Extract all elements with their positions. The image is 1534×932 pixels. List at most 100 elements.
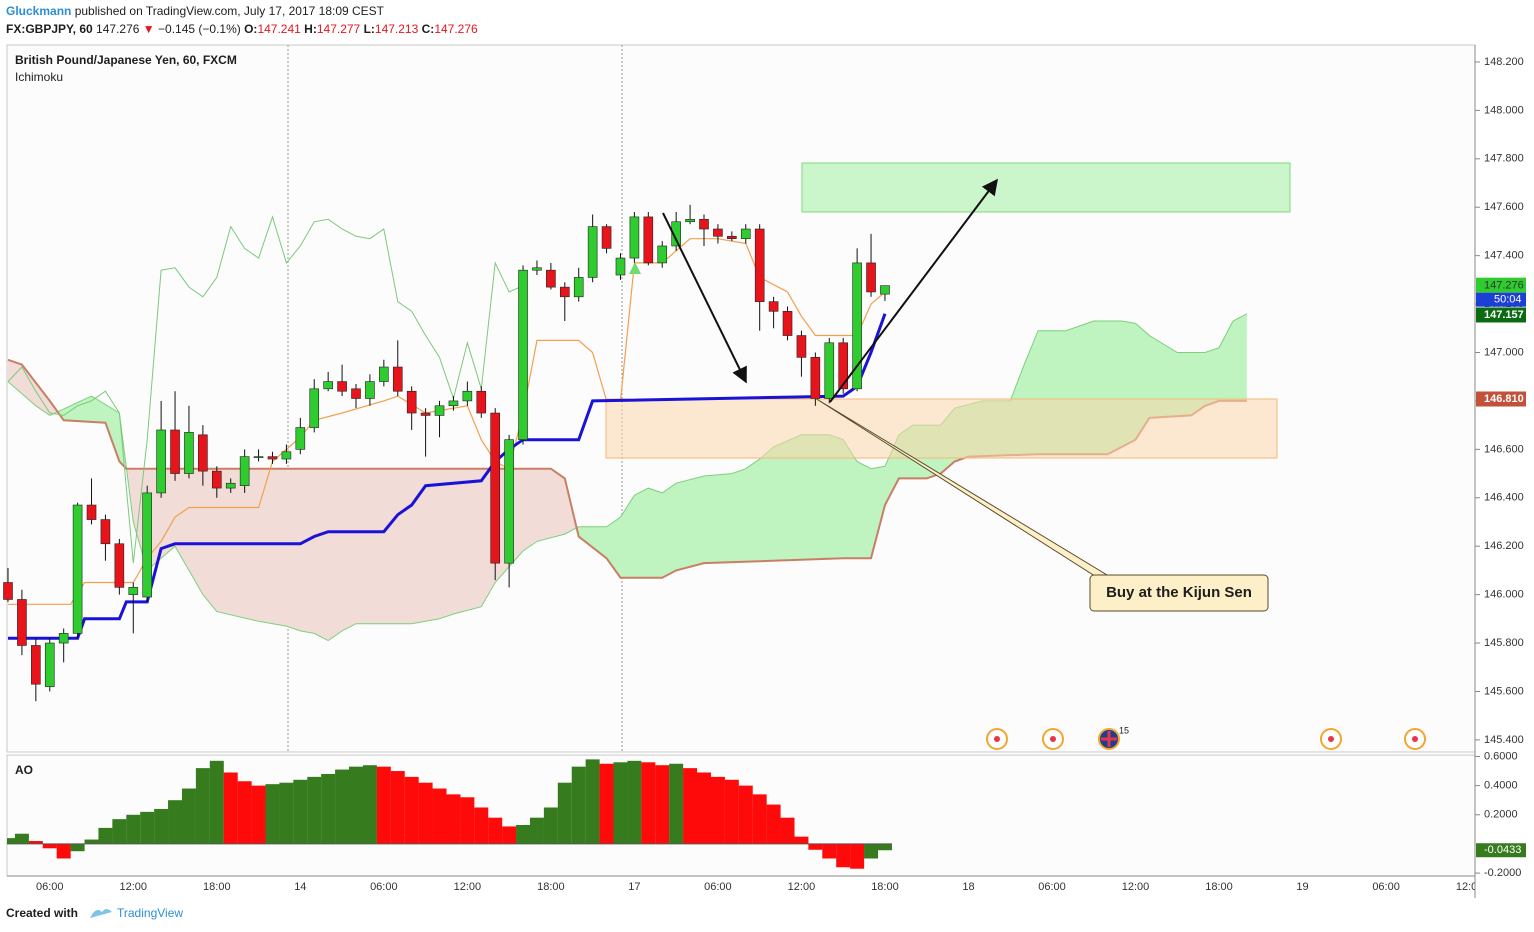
y-tick-label: 145.400	[1484, 734, 1524, 746]
candle-body	[546, 269, 556, 288]
time-label: 06:00	[704, 881, 732, 893]
axes: 148.200 148.000 147.800 147.600 147.400 147.2…	[1475, 56, 1526, 879]
ao-last-label: -0.0433	[1484, 844, 1521, 856]
ao-bar	[738, 785, 753, 844]
ao-bar	[446, 794, 461, 844]
candle-body	[504, 439, 514, 564]
ao-bar	[474, 807, 489, 844]
ao-bar	[683, 768, 698, 844]
candle-body	[810, 357, 821, 399]
ao-bar	[168, 800, 183, 844]
last-price-box	[1476, 277, 1526, 293]
ao-bar	[808, 843, 823, 850]
y-tick-label: 148.000	[1484, 104, 1524, 116]
symbol: FX:GBPJPY, 60	[6, 22, 93, 36]
ao-bar	[488, 817, 503, 844]
ao-bar	[56, 843, 71, 859]
candle-body	[44, 642, 55, 687]
y-tick-label: 146.000	[1484, 589, 1524, 601]
y-tick-label: 148.200	[1484, 56, 1524, 68]
ao-bar	[321, 773, 336, 844]
author[interactable]: Gluckmann	[6, 4, 71, 18]
candle-body	[198, 434, 208, 472]
y-tick-label: 146.600	[1484, 443, 1524, 455]
ao-bar	[780, 817, 795, 844]
candle-body	[699, 219, 709, 230]
candle-body	[824, 342, 835, 399]
y-tick-label: 145.600	[1484, 685, 1524, 697]
ao-bar	[251, 785, 266, 844]
kijun-zone	[605, 398, 1278, 459]
y-tick-label: 147.600	[1484, 201, 1524, 213]
candle-body	[72, 504, 83, 634]
candle-body	[476, 390, 487, 414]
time-label: 17	[628, 881, 640, 893]
time-label: 14	[294, 881, 306, 893]
ao-bar	[293, 779, 308, 844]
y-tick-label: 145.800	[1484, 637, 1524, 649]
ao-bar	[655, 765, 670, 844]
candle-body	[379, 366, 389, 382]
ao-bar	[697, 772, 711, 844]
change-arrow: ▼	[143, 22, 155, 36]
c-label: C:	[422, 22, 435, 36]
logo	[90, 909, 112, 918]
ao-bar	[432, 788, 447, 844]
ao-bar	[418, 782, 433, 844]
low: 147.213	[375, 22, 419, 36]
candle-body	[17, 599, 27, 646]
candles	[3, 204, 890, 702]
ao-bar	[112, 819, 127, 844]
time-label: 18:00	[1205, 881, 1233, 893]
candle-body	[225, 482, 236, 489]
ao-bar	[195, 768, 210, 844]
high: 147.277	[317, 22, 361, 36]
senkou-a	[7, 313, 1248, 642]
candle-body	[114, 543, 125, 588]
time-label: 12:00	[1122, 881, 1150, 893]
ao-bar	[877, 843, 892, 851]
ao-bar	[724, 779, 739, 844]
ao-bar	[502, 826, 517, 844]
candle-body	[3, 582, 13, 600]
kijun-sen	[8, 313, 887, 640]
candle-body	[685, 219, 695, 223]
candle-body	[768, 301, 779, 312]
event-dot	[994, 736, 1000, 742]
time-label: 19	[1296, 881, 1308, 893]
ao-bar	[390, 771, 405, 844]
candle-body	[406, 390, 417, 414]
ao-bar	[794, 836, 809, 844]
ao-bar	[822, 843, 837, 859]
close: 147.276	[434, 22, 478, 36]
candle-body	[462, 390, 473, 402]
price-label: 147.157	[1484, 309, 1524, 321]
ao-tick-label: -0.2000	[1484, 867, 1521, 879]
ao-bar	[557, 782, 572, 844]
ao-bar	[349, 766, 363, 844]
callout-text: Buy at the Kijun Sen	[1106, 584, 1252, 601]
time-label: 18:00	[537, 881, 565, 893]
time-label: 18:00	[203, 881, 231, 893]
last-price: 147.276	[96, 22, 140, 36]
ao-bar	[265, 784, 280, 844]
ao-bar	[14, 833, 29, 844]
ao-bar	[84, 839, 99, 844]
flag	[1101, 731, 1117, 747]
published: published on TradingView.com, July 17, 2…	[75, 4, 385, 18]
ao-title: AO	[15, 763, 33, 777]
candle-body	[365, 381, 375, 399]
brand[interactable]: TradingView	[117, 906, 183, 920]
ao-bar	[529, 817, 544, 844]
arrow-up	[829, 178, 998, 403]
ao-bar	[836, 843, 851, 868]
pane-title: British Pound/Japanese Yen, 60, FXCM	[15, 53, 237, 67]
ao-bar	[181, 788, 196, 844]
candle-body	[727, 235, 737, 239]
ao-tick-label: 0.6000	[1484, 750, 1518, 762]
price-label: 146.810	[1484, 393, 1524, 405]
ao-bar	[627, 760, 642, 844]
ao-bar	[28, 841, 43, 844]
ao-bar	[70, 843, 85, 852]
